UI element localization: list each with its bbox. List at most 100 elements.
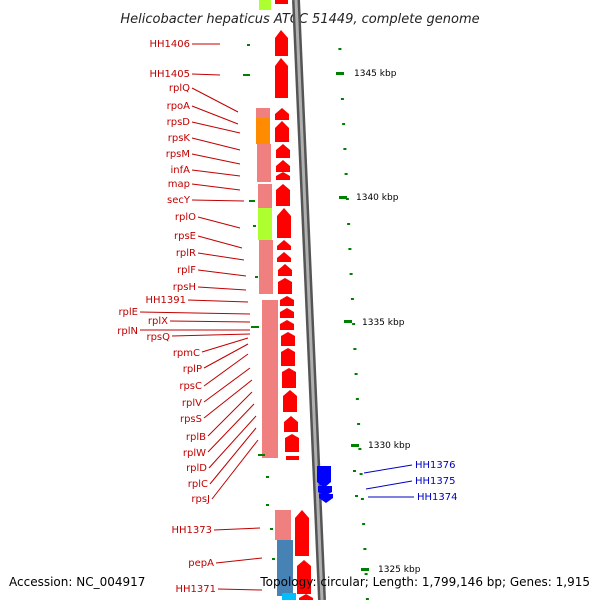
- scale-dot: [345, 198, 349, 200]
- label-leader: [215, 557, 263, 564]
- kbp-tick: [339, 196, 347, 199]
- scale-dot: [364, 573, 368, 575]
- gene-arrow: [295, 510, 309, 556]
- gene-label[interactable]: rplB: [186, 432, 206, 443]
- label-leader: [171, 333, 251, 337]
- gene-label[interactable]: pepA: [188, 558, 214, 569]
- gene-label-right[interactable]: HH1376: [415, 460, 456, 471]
- gene-arrow: [297, 560, 311, 594]
- cog-band: [258, 208, 272, 240]
- gene-arrow: [280, 308, 294, 318]
- gene-label[interactable]: HH1373: [172, 525, 213, 536]
- gene-label[interactable]: rpsE: [174, 231, 196, 242]
- gene-label[interactable]: rpsQ: [146, 332, 170, 343]
- gene-arrow-reverse: [317, 466, 331, 488]
- gene-arrow: [275, 0, 288, 4]
- gene-label[interactable]: rpsM: [166, 149, 190, 160]
- gene-label[interactable]: secY: [167, 195, 191, 206]
- scale-dot: [347, 223, 351, 225]
- label-leader: [191, 121, 241, 134]
- gene-label[interactable]: rpoA: [167, 101, 191, 112]
- gene-label-right[interactable]: HH1374: [417, 492, 458, 503]
- scale-dot: [352, 323, 356, 325]
- gene-label[interactable]: rplD: [186, 463, 207, 474]
- gene-label[interactable]: rplF: [177, 265, 196, 276]
- kbp-label: 1340 kbp: [356, 193, 399, 203]
- scale-dot: [350, 298, 354, 300]
- kbp-tick: [344, 320, 352, 323]
- gene-label[interactable]: rpsH: [173, 282, 196, 293]
- gene-arrow: [283, 390, 297, 412]
- label-leader: [191, 169, 241, 177]
- gene-label[interactable]: rpmC: [173, 348, 200, 359]
- label-leader: [197, 252, 245, 261]
- gene-arrow: [281, 348, 295, 366]
- label-leader: [207, 391, 253, 437]
- gene-label[interactable]: HH1406: [150, 39, 191, 50]
- gene-label[interactable]: rplC: [188, 479, 208, 490]
- gene-label[interactable]: rplX: [148, 316, 168, 327]
- marker: [272, 558, 275, 560]
- scale-dot: [343, 148, 347, 150]
- gene-label[interactable]: rplP: [183, 364, 202, 375]
- marker: [243, 74, 250, 76]
- gene-label[interactable]: rplQ: [169, 83, 190, 94]
- gene-arrow-reverse: [319, 494, 333, 503]
- left-gene-labels: HH1406 HH1405 rplQ rpoA rpsD rpsK rpsM i…: [117, 39, 263, 595]
- label-leader: [191, 137, 241, 151]
- label-leader: [191, 183, 241, 191]
- gene-arrow: [275, 30, 288, 56]
- gene-label[interactable]: rpsJ: [191, 494, 210, 505]
- kbp-tick: [351, 444, 359, 447]
- kbp-tick: [336, 72, 344, 75]
- gene-arrow: [280, 296, 294, 306]
- gene-arrow: [284, 416, 298, 432]
- label-leader: [191, 87, 239, 113]
- gene-arrow-reverse: [318, 486, 332, 496]
- scale-dot: [354, 373, 358, 375]
- gene-label[interactable]: rpsK: [168, 133, 191, 144]
- marker: [270, 528, 273, 530]
- kbp-label: 1345 kbp: [354, 69, 397, 79]
- gene-label[interactable]: rplR: [176, 248, 196, 259]
- gene-arrow: [276, 160, 290, 172]
- cog-band: [256, 108, 270, 118]
- kbp-label: 1330 kbp: [368, 441, 411, 451]
- label-leader: [139, 311, 251, 315]
- gene-arrow: [278, 264, 292, 276]
- gene-label[interactable]: rplE: [118, 307, 138, 318]
- marker: [247, 44, 250, 46]
- gene-label[interactable]: rpsC: [179, 381, 202, 392]
- label-leader: [211, 439, 259, 500]
- label-leader: [203, 379, 253, 419]
- gene-arrow: [277, 240, 291, 250]
- label-leader: [213, 527, 261, 531]
- gene-label[interactable]: rpsD: [167, 117, 191, 128]
- gene-label[interactable]: HH1371: [176, 584, 217, 595]
- gene-label[interactable]: HH1391: [146, 295, 187, 306]
- label-leader: [191, 105, 239, 125]
- marker: [355, 495, 358, 497]
- gene-label[interactable]: rplN: [117, 326, 138, 337]
- gene-label[interactable]: rpsS: [180, 414, 202, 425]
- gene-label[interactable]: HH1405: [150, 69, 191, 80]
- gene-arrow: [276, 144, 290, 158]
- scale-dot: [360, 498, 364, 500]
- gene-arrow: [277, 208, 291, 238]
- gene-label[interactable]: rplV: [182, 398, 202, 409]
- left-markers: [243, 44, 275, 560]
- scale-dot: [365, 598, 369, 600]
- cog-bands: [256, 0, 296, 600]
- label-leader: [191, 73, 221, 76]
- marker: [258, 454, 265, 456]
- gene-label[interactable]: rplW: [183, 448, 206, 459]
- gene-label[interactable]: infA: [171, 165, 191, 176]
- cog-band: [256, 118, 270, 144]
- cog-band: [259, 240, 273, 294]
- cog-band: [257, 144, 271, 182]
- gene-label[interactable]: map: [168, 179, 190, 190]
- label-leader: [363, 464, 413, 474]
- gene-label-right[interactable]: HH1375: [415, 476, 456, 487]
- gene-label[interactable]: rplO: [175, 212, 196, 223]
